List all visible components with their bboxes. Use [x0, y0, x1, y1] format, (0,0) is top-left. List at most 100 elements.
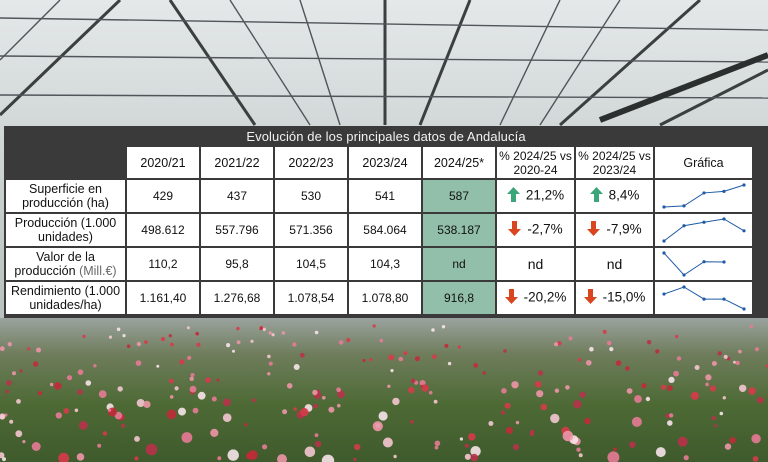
flower	[631, 416, 642, 427]
table-cell: 557.796	[201, 214, 273, 246]
flower	[196, 342, 201, 347]
flower	[117, 386, 123, 392]
flower	[432, 354, 437, 360]
flower	[705, 374, 712, 381]
arrow-down-shape	[508, 221, 522, 236]
sparkline-point	[721, 217, 726, 221]
table-cell: 1.078,80	[349, 282, 421, 314]
sparkline-point	[661, 251, 666, 255]
flower	[136, 341, 142, 347]
table-cell: 541	[349, 180, 421, 212]
arrow-down-icon	[504, 289, 518, 307]
table-cell: 584.064	[349, 214, 421, 246]
flower	[709, 385, 717, 392]
pct-vs-prev-cell: -7,9%	[576, 214, 653, 246]
flower	[441, 325, 446, 329]
flower	[227, 449, 239, 461]
flower	[145, 443, 158, 456]
flower	[251, 398, 256, 403]
flower	[529, 432, 534, 437]
flower	[434, 445, 439, 450]
flower	[226, 343, 231, 348]
flower	[408, 386, 415, 394]
flower	[210, 428, 219, 437]
sparkline-point	[701, 220, 706, 224]
flower	[312, 389, 318, 396]
flower	[765, 364, 768, 368]
arrow-down-icon	[583, 289, 597, 307]
flower	[629, 441, 636, 448]
table-cell: 1.161,40	[127, 282, 199, 314]
flower	[313, 403, 318, 409]
flower	[58, 452, 70, 462]
flower	[314, 433, 319, 438]
flower	[729, 437, 736, 444]
flower	[195, 331, 199, 336]
flower	[751, 434, 761, 444]
pct-vs-avg-cell: -20,2%	[497, 282, 574, 314]
flower	[615, 360, 622, 366]
col-header-2021-22: 2021/22	[201, 147, 273, 178]
flower	[379, 338, 384, 343]
flower	[216, 378, 220, 382]
flower	[724, 443, 732, 450]
table-cell-highlight: 587	[423, 180, 495, 212]
flower	[378, 411, 388, 421]
flower	[431, 328, 435, 332]
flower	[504, 402, 511, 409]
flower	[586, 360, 592, 366]
flower	[536, 390, 544, 398]
sparkline-point	[681, 273, 686, 277]
table-row: Valor de la producción (Mill.€) 110,2 95…	[6, 248, 752, 280]
flower	[136, 399, 145, 407]
flower	[554, 342, 558, 347]
col-header-pct-vs-avg: % 2024/25 vs 2020-24	[497, 147, 574, 178]
flower	[420, 384, 424, 388]
pct-vs-prev-cell: -15,0%	[576, 282, 653, 314]
sparkline	[661, 251, 726, 277]
flower	[748, 387, 756, 395]
flower	[464, 453, 471, 460]
flower	[447, 361, 452, 366]
flower	[321, 454, 335, 462]
flower	[160, 337, 166, 342]
flower	[577, 357, 582, 362]
pct-value: -7,9%	[606, 221, 642, 237]
sparkline-point	[721, 297, 726, 301]
pct-vs-prev-cell: 8,4%	[576, 180, 653, 212]
sparkline-point	[681, 224, 686, 228]
sparkline-point	[721, 260, 726, 264]
flower	[677, 436, 688, 447]
table-cell: 1.276,68	[201, 282, 273, 314]
col-header-chart: Gráfica	[655, 147, 752, 178]
flower	[660, 384, 667, 390]
sparkline-point	[661, 292, 666, 296]
flower	[714, 424, 718, 428]
flower	[513, 444, 520, 451]
flower	[205, 377, 211, 383]
flower	[108, 335, 113, 339]
table-row: Producción (1.000 unidades) 498.612 557.…	[6, 214, 752, 246]
flower	[192, 407, 199, 414]
row-label-line2: producción	[14, 264, 76, 278]
flower	[7, 342, 12, 347]
flower	[403, 351, 408, 356]
flower	[505, 426, 513, 434]
flower	[665, 413, 671, 419]
pct-value: 21,2%	[525, 187, 565, 203]
arrow-down-shape	[587, 221, 601, 236]
table-cell: 498.612	[127, 214, 199, 246]
flower	[410, 378, 416, 384]
flower	[428, 390, 433, 395]
flower	[414, 356, 420, 362]
flower	[0, 346, 5, 352]
flower	[470, 453, 479, 462]
flower	[562, 430, 574, 442]
flower	[181, 432, 193, 443]
flower	[168, 334, 172, 338]
table-cell-highlight: 538.187	[423, 214, 495, 246]
sparkline	[661, 217, 746, 243]
flower	[232, 349, 235, 353]
flower	[668, 376, 675, 383]
flower	[0, 413, 6, 420]
